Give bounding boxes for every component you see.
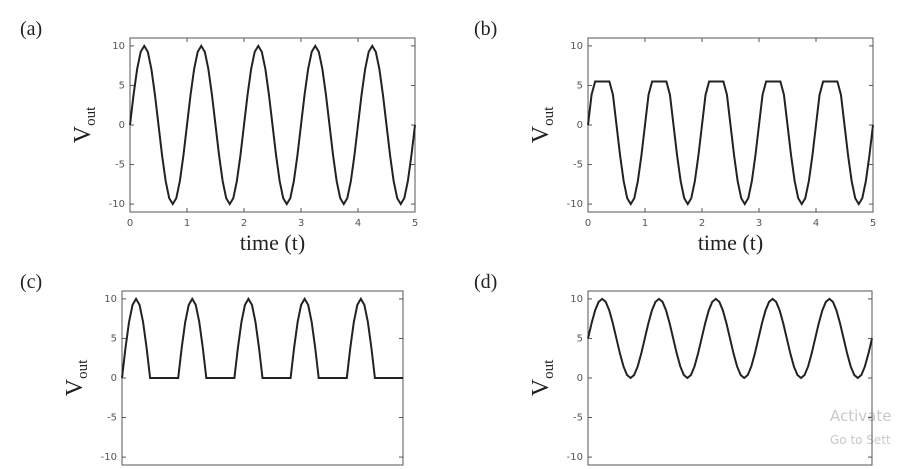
x-axis-label: time (t) [698, 230, 763, 255]
x-axis-label: time (t) [240, 230, 305, 255]
line [587, 80, 874, 207]
y-tick-label: 5 [111, 333, 117, 344]
y-axis-label-main: V [62, 378, 88, 396]
x-tick-label: 2 [241, 218, 247, 229]
panel-label: (d) [474, 271, 497, 293]
x-tick-label: 3 [298, 218, 304, 229]
y-axis-label-sub: out [83, 106, 99, 126]
y-tick-label: 5 [577, 333, 583, 344]
y-tick-label: -5 [115, 160, 125, 171]
y-tick-label: 10 [104, 294, 117, 305]
x-tick-label: 5 [870, 218, 876, 229]
x-tick-label: 5 [412, 218, 418, 229]
line [121, 296, 403, 379]
y-tick-label: 0 [111, 373, 117, 384]
y-tick-label: -10 [567, 452, 583, 463]
y-tick-label: 5 [119, 80, 125, 91]
y-tick-label: 0 [577, 373, 583, 384]
panel-label: (a) [20, 18, 42, 40]
y-tick-label: 0 [577, 120, 583, 131]
y-axis-label-main: V [528, 125, 554, 143]
x-tick-label: 0 [585, 218, 591, 229]
x-tick-label: 0 [127, 218, 133, 229]
panel-label: (c) [20, 271, 42, 293]
y-tick-label: -10 [567, 199, 583, 210]
y-tick-label: -5 [107, 413, 117, 424]
y-axis-label-sub: out [541, 359, 557, 379]
x-tick-label: 4 [813, 218, 819, 229]
y-tick-label: -5 [573, 160, 583, 171]
y-tick-label: 10 [570, 41, 583, 52]
line [587, 297, 873, 380]
y-axis-label: Vout [528, 106, 557, 143]
y-tick-label: -5 [573, 413, 583, 424]
x-tick-label: 4 [355, 218, 361, 229]
y-axis-label: Vout [528, 359, 557, 396]
panel-label: (b) [474, 18, 497, 40]
x-tick-label: 1 [642, 218, 648, 229]
y-tick-label: -10 [101, 452, 117, 463]
x-tick-label: 2 [699, 218, 705, 229]
line [129, 43, 416, 207]
y-tick-label: 10 [112, 41, 125, 52]
watermark: Go to Sett [830, 433, 891, 447]
watermark: Activate [830, 407, 891, 425]
y-tick-label: 10 [570, 294, 583, 305]
x-tick-label: 1 [184, 218, 190, 229]
y-axis-label-sub: out [541, 106, 557, 126]
y-axis-label: Vout [70, 106, 99, 143]
y-axis-label-main: V [70, 125, 96, 143]
y-axis-label-sub: out [75, 359, 91, 379]
y-tick-label: 5 [577, 80, 583, 91]
x-tick-label: 3 [756, 218, 762, 229]
y-tick-label: -10 [109, 199, 125, 210]
y-tick-label: 0 [119, 120, 125, 131]
y-axis-label: Vout [62, 359, 91, 396]
y-axis-label-main: V [528, 378, 554, 396]
